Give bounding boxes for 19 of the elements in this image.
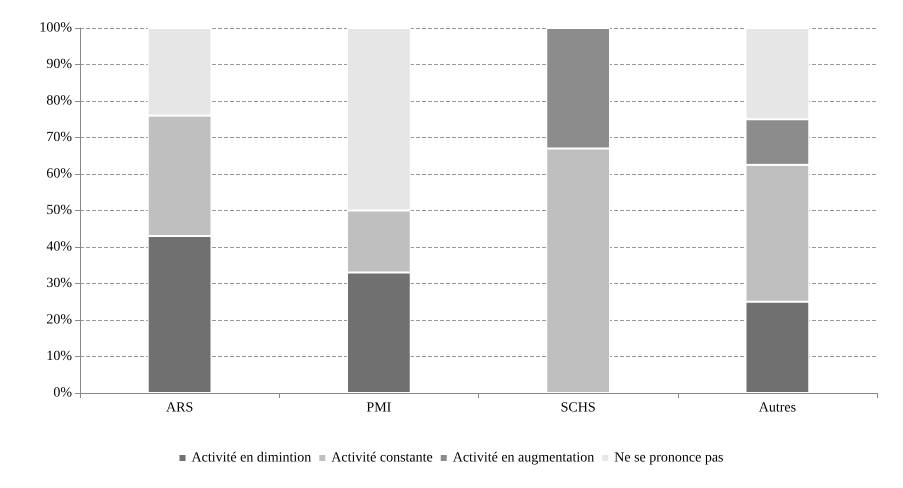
y-tick-label: 30% bbox=[46, 276, 72, 291]
y-tick-label: 20% bbox=[46, 312, 72, 328]
y-tick-label: 60% bbox=[46, 166, 72, 182]
legend-label: Ne se prononce pas bbox=[614, 450, 724, 466]
x-tick-label: PMI bbox=[366, 400, 392, 416]
y-tick-label: 0% bbox=[53, 386, 72, 400]
y-tick-label: 40% bbox=[46, 240, 72, 254]
y-tick-label: 80% bbox=[46, 94, 72, 108]
x-tick-label: Autres bbox=[758, 400, 796, 416]
y-tick-label: 70% bbox=[46, 130, 72, 145]
y-tick-label: 90% bbox=[46, 57, 72, 72]
legend-label: Activité en augmentation bbox=[452, 450, 594, 466]
y-tick-label: 100% bbox=[39, 20, 72, 36]
legend-label: Activité en dimintion bbox=[192, 450, 312, 466]
x-tick-label: SCHS bbox=[560, 400, 596, 416]
x-tick-label: ARS bbox=[166, 400, 194, 416]
y-tick-label: 50% bbox=[46, 203, 72, 218]
y-tick-label: 10% bbox=[46, 349, 72, 364]
legend-label: Activité constante bbox=[331, 450, 433, 466]
